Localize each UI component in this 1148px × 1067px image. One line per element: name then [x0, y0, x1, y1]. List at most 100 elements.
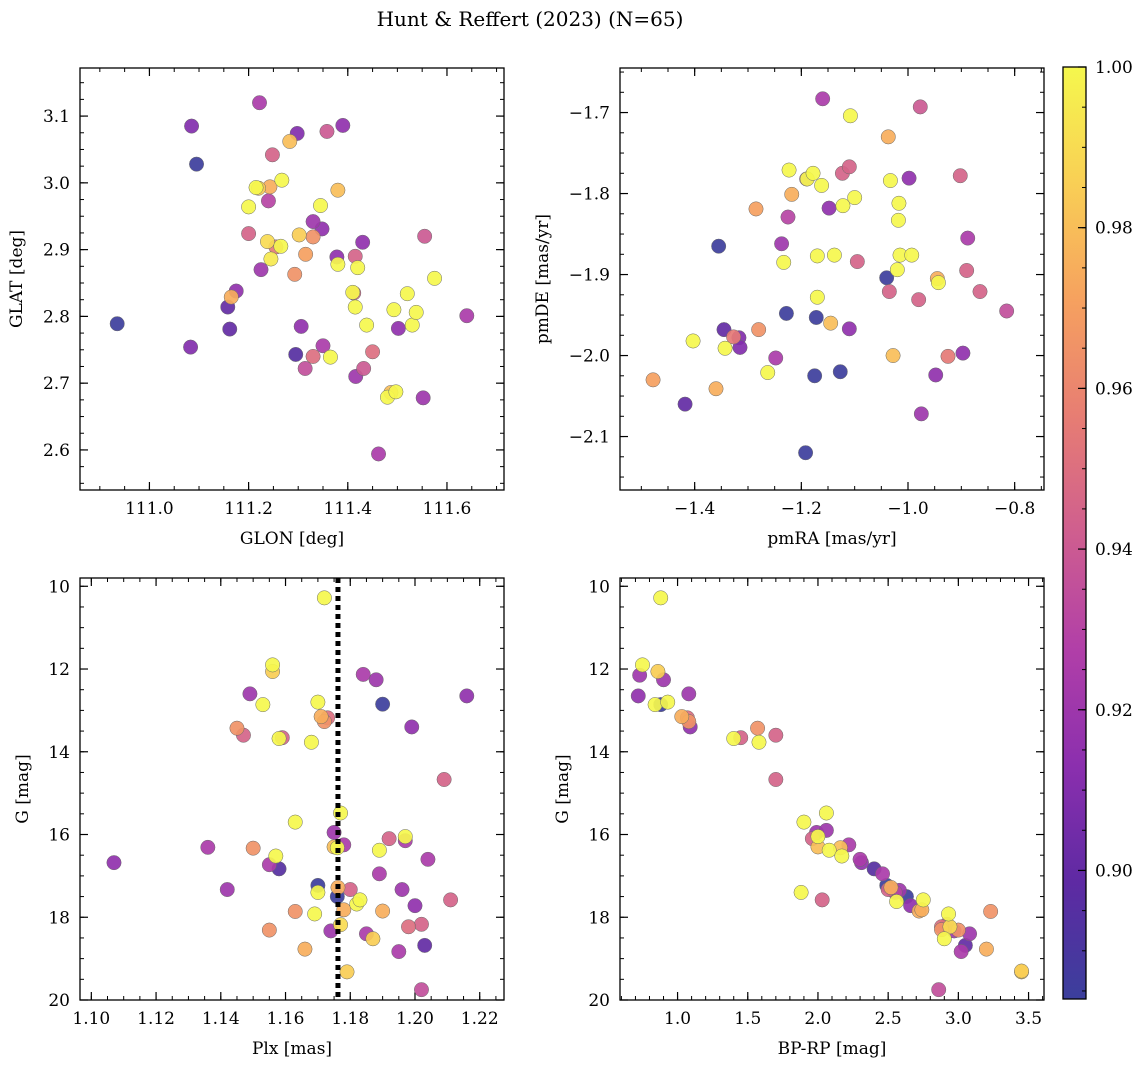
y-tick-label: 2.7	[43, 374, 70, 394]
scatter-point	[420, 851, 436, 867]
scatter-point	[365, 931, 381, 947]
figure-title: Hunt & Reffert (2023) (N=65)	[377, 7, 684, 31]
y-axis-label: GLAT [deg]	[7, 230, 27, 328]
plot-frame	[79, 67, 505, 491]
scatter-point	[883, 880, 899, 895]
panel-proper-motion: −1.4 −1.2 −1.0 −0.8 −2.1 −2.0 −1.9 −1.8 −1.7 pmRA…	[533, 67, 1045, 549]
scatter-point	[293, 318, 309, 334]
y-tick-label: 12	[588, 660, 610, 680]
y-tick-label: 2.9	[43, 241, 70, 261]
scatter-point	[459, 308, 475, 324]
y-tick-label: 16	[588, 826, 610, 846]
scatter-point	[271, 731, 287, 746]
x-tick-label: 2.0	[804, 1009, 831, 1029]
colorbar-tick-label: 0.98	[1095, 219, 1133, 239]
x-tick-label: 1.18	[331, 1009, 369, 1029]
scatter-point	[809, 248, 825, 264]
scatter-point	[768, 350, 784, 366]
scatter-point	[875, 866, 890, 882]
scatter-point	[263, 251, 279, 267]
scatter-point	[287, 814, 303, 830]
scatter-point	[347, 299, 363, 315]
scatter-point	[310, 694, 326, 710]
y-tick-label: −1.8	[569, 185, 610, 205]
scatter-point	[352, 892, 368, 908]
y-tick-label: 2.6	[43, 441, 70, 461]
scatter-point	[241, 199, 257, 215]
scatter-point	[184, 118, 200, 134]
scatter-point	[245, 840, 261, 856]
x-axis-label: GLON [deg]	[240, 529, 344, 549]
colorbar-tick-label: 0.94	[1095, 540, 1133, 560]
scatter-point	[821, 200, 837, 216]
scatter-point	[768, 772, 784, 787]
scatter-point	[774, 236, 790, 252]
scatter-point	[315, 338, 331, 354]
scatter-point	[359, 317, 375, 333]
scatter-point	[260, 234, 275, 250]
scatter-point	[660, 694, 676, 710]
scatter-point	[260, 193, 276, 209]
scatter-point	[904, 247, 920, 263]
scatter-point	[841, 321, 857, 337]
scatter-point	[776, 254, 792, 270]
x-tick-label: 1.0	[664, 1009, 691, 1029]
panel-color-magnitude: 1.0 1.5 2.0 2.5 3.0 3.5 10 12 14 16 18 20 BP-RP [mag…	[553, 577, 1045, 1059]
scatter-point	[222, 321, 238, 337]
scatter-point	[750, 720, 766, 736]
scatter-point	[253, 262, 269, 278]
scatter-point	[936, 931, 952, 947]
scatter-point	[983, 904, 999, 919]
scatter-point	[815, 91, 831, 107]
y-tick-label: 20	[588, 991, 610, 1011]
x-tick-label: 111.2	[224, 499, 273, 519]
y-tick-label: 3.1	[43, 107, 70, 127]
colorbar-gradient	[1063, 67, 1086, 999]
scatter-point	[842, 108, 858, 124]
panel-sky-position: 111.0 111.2 111.4 111.6 2.6 2.7 2.8 2.9 3.0 3.1 GL…	[7, 67, 505, 549]
scatter-point	[305, 229, 321, 245]
scatter-point	[356, 361, 372, 376]
scatter-point	[768, 727, 784, 743]
scatter-point	[823, 315, 839, 331]
scatter-point	[778, 305, 794, 321]
scatter-point	[881, 284, 897, 300]
scatter-point	[784, 186, 800, 202]
scatter-point	[414, 982, 429, 998]
scatter-point	[931, 982, 947, 998]
scatter-point	[818, 805, 834, 821]
scatter-point	[335, 117, 351, 133]
colorbar-tick-label: 0.96	[1095, 379, 1133, 399]
scatter-point	[780, 209, 796, 225]
scatter-point	[375, 696, 391, 712]
scatter-point	[645, 372, 661, 388]
scatter-point	[808, 310, 824, 325]
x-tick-label: −0.8	[994, 499, 1035, 519]
scatter-point	[355, 666, 371, 682]
y-tick-label: 20	[48, 991, 70, 1011]
scatter-point	[298, 246, 314, 262]
scatter-point	[915, 892, 931, 908]
scatter-point	[798, 445, 814, 461]
scatter-point	[796, 814, 812, 830]
x-axis-label: pmRA [mas/yr]	[767, 529, 896, 549]
scatter-point	[880, 129, 896, 145]
scatter-point	[928, 367, 944, 383]
scatter-point	[330, 182, 346, 198]
scatter-point	[345, 284, 361, 300]
scatter-point	[401, 919, 416, 935]
scatter-point	[708, 381, 724, 397]
scatter-point	[835, 198, 851, 214]
scatter-point	[960, 230, 976, 246]
colorbar-tick-label: 0.92	[1095, 701, 1133, 721]
scatter-point	[255, 697, 271, 713]
scatter-point	[305, 349, 321, 364]
panel-parallax-magnitude: 1.10 1.12 1.14 1.16 1.18 1.20 1.22 10 12 14 16 18 20…	[13, 577, 505, 1059]
scatter-point	[322, 349, 338, 365]
scatter-point	[889, 894, 905, 909]
scatter-point	[316, 590, 332, 606]
scatter-point	[911, 292, 927, 308]
x-tick-label: 3.5	[1015, 1009, 1042, 1029]
colorbar-frame	[1062, 66, 1087, 1000]
scatter-point	[417, 228, 433, 244]
